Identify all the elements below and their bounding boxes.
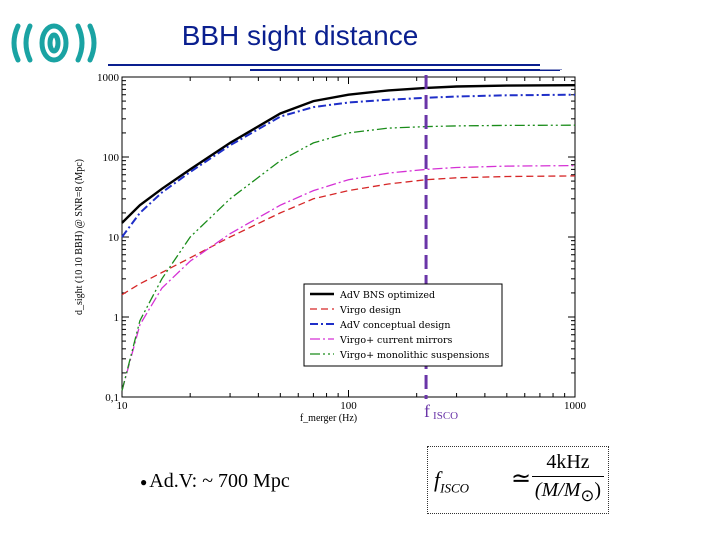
- formula-relation: ≃: [511, 466, 532, 492]
- series-line: [121, 93, 576, 238]
- y-tick-label: 1000: [97, 72, 120, 84]
- x-tick-label: 100: [340, 400, 357, 412]
- formula-den-sub: ⊙: [580, 486, 595, 505]
- formula-lhs: fISCO: [434, 467, 469, 496]
- formula-denominator: (M/M⊙): [532, 477, 604, 506]
- title-underline-tail: [540, 69, 562, 70]
- y-axis-label: d_sight (10 10 BBH) @ SNR=8 (Mpc): [74, 159, 85, 315]
- series-line: [121, 175, 576, 296]
- legend-label: Virgo+ monolithic suspensions: [339, 350, 489, 361]
- sight-distance-chart: 10 100 1000 0,1 1 10 100 1000 f_merger (Hz) d_sig…: [74, 72, 587, 424]
- formula-den-suffix: ): [594, 479, 602, 501]
- series-line: [121, 164, 576, 391]
- legend-label: Virgo+ current mirrors: [339, 335, 453, 346]
- y-tick-label: 100: [103, 152, 120, 164]
- x-tick-label: 1000: [564, 400, 587, 412]
- slide-title: BBH sight distance: [181, 20, 419, 51]
- isco-label-sub: ISCO: [433, 410, 458, 422]
- y-tick-label: 1: [114, 312, 120, 324]
- legend-box: [303, 283, 503, 367]
- bullet-dot-icon: ●: [140, 474, 148, 489]
- title-underline-secondary: [250, 69, 560, 71]
- isco-label: f: [424, 401, 430, 421]
- bullet-text: Ad.V: ~ 700 Mpc: [149, 470, 290, 492]
- y-tick-label: 0,1: [105, 392, 119, 404]
- series-line: [121, 84, 576, 224]
- legend-label: AdV conceptual design: [339, 320, 450, 331]
- isco-formula: fISCO ≃ 4kHz (M/M⊙): [427, 446, 609, 514]
- legend-label: AdV BNS optimized: [339, 290, 435, 301]
- legend-label: Virgo design: [339, 305, 401, 316]
- formula-lhs-base: f: [434, 467, 441, 492]
- plot-layer: 10 100 1000 0,1 1 10 100 1000 f_merger (Hz) d_sig…: [74, 72, 587, 424]
- formula-fraction: 4kHz (M/M⊙): [532, 451, 604, 506]
- formula-lhs-sub: ISCO: [440, 480, 470, 496]
- ego-logo: [11, 23, 97, 63]
- title-underline: [108, 64, 540, 66]
- formula-numerator: 4kHz: [532, 451, 604, 477]
- x-axis-label: f_merger (Hz): [300, 413, 357, 424]
- bullet-item: ● Ad.V: ~ 700 Mpc: [140, 470, 290, 493]
- series-line: [121, 124, 576, 391]
- x-tick-label: 10: [117, 400, 129, 412]
- formula-den-prefix: (M/M: [534, 479, 581, 501]
- y-tick-label: 10: [108, 232, 120, 244]
